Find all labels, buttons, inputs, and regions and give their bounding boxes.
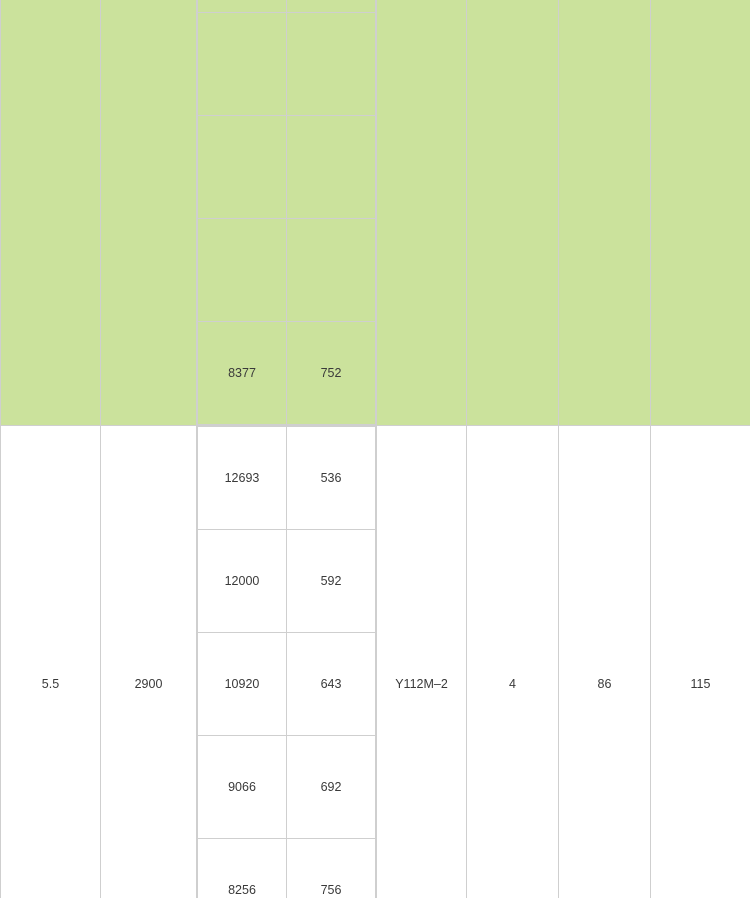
cell-efficiency [559,0,651,426]
subtable-row [198,0,376,13]
subtable-row [198,13,376,116]
cell-capacity: 536 [287,427,376,530]
cell-head: 8256 [198,839,287,898]
cell-power [467,0,559,426]
cell-head: 8377 [198,322,287,425]
cell-weight: 115 [651,426,750,898]
cell-head: 12693 [198,427,287,530]
subtable-row [198,116,376,219]
cell-capacity [287,13,376,116]
cell-capacity [287,0,376,13]
cell-head [198,0,287,13]
cell-head [198,116,287,219]
cell-speed [101,0,197,426]
cell-speed: 2900 [101,426,197,898]
cell-motor-model: Y112M–2 [377,426,467,898]
cell-head: 12000 [198,530,287,633]
cell-capacity: 752 [287,322,376,425]
cell-efficiency: 86 [559,426,651,898]
cell-weight [651,0,750,426]
cell-capacity [287,116,376,219]
cell-capacity: 643 [287,633,376,736]
cell-flow [1,0,101,426]
cell-head [198,219,287,322]
cell-flow: 5.5 [1,426,101,898]
cell-capacity: 592 [287,530,376,633]
subtable-row [198,219,376,322]
cell-head: 9066 [198,736,287,839]
cell-capacity [287,219,376,322]
cell-capacity: 756 [287,839,376,898]
cell-power: 4 [467,426,559,898]
cell-head: 10920 [198,633,287,736]
cell-motor-model [377,0,467,426]
cell-head [198,13,287,116]
cell-capacity: 692 [287,736,376,839]
